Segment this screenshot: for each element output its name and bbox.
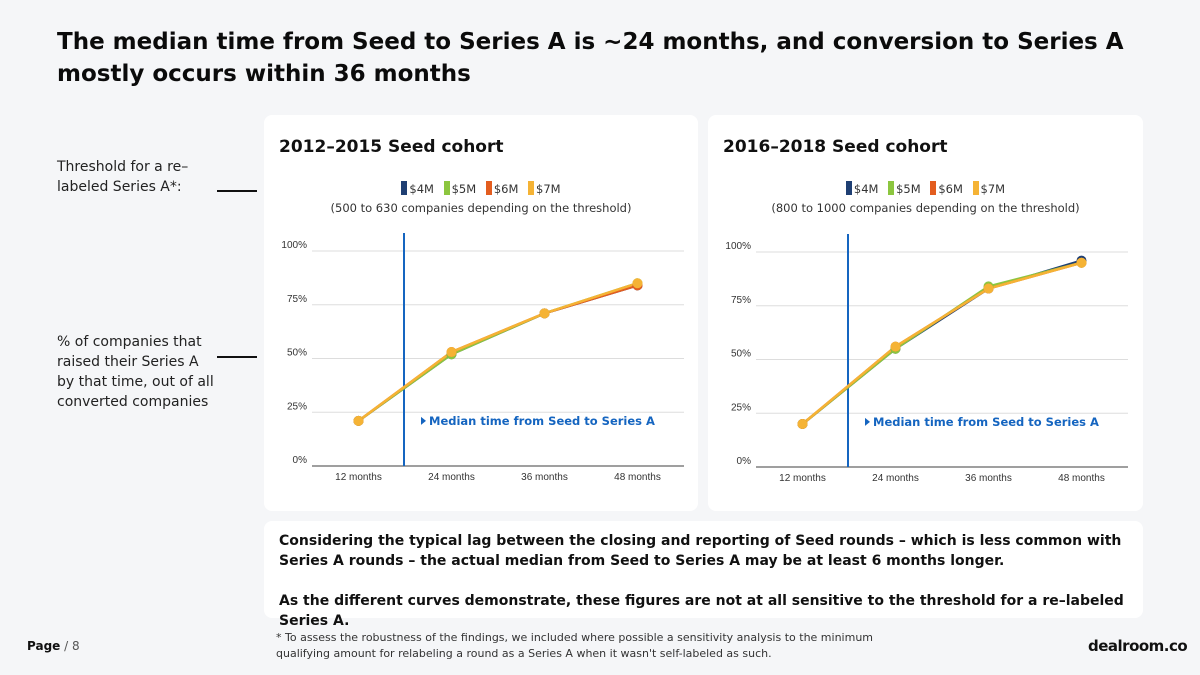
- median-label: Median time from Seed to Series A: [873, 415, 1099, 429]
- legend-label: $6M: [493, 182, 519, 196]
- commentary-paragraph-2: As the different curves demonstrate, the…: [279, 593, 1124, 629]
- legend-item-4m: $4M: [845, 181, 879, 196]
- legend-item-6m: $6M: [930, 181, 963, 196]
- series-line: [801, 261, 1082, 425]
- data-point: [539, 308, 550, 319]
- line-chart-2016: 0% 25% 50% 75% 100% 12 months 24 months 36 mont…: [725, 234, 1128, 484]
- legend-label: $4M: [409, 182, 434, 196]
- median-arrow-icon: [421, 416, 426, 425]
- data-point: [353, 415, 364, 426]
- x-tick-label: 24 months: [872, 473, 919, 484]
- data-point: [446, 347, 457, 358]
- series-line: [801, 261, 1082, 425]
- dealroom-logo: dealroom.co: [1088, 637, 1188, 655]
- y-tick-label: 0%: [293, 455, 308, 466]
- data-point: [797, 419, 808, 429]
- legend-swatch: [930, 181, 937, 195]
- series-line: [357, 284, 638, 422]
- x-tick-label: 36 months: [965, 473, 1012, 484]
- data-point: [890, 341, 901, 352]
- y-tick-label: 100%: [725, 241, 751, 252]
- x-tick-label: 48 months: [614, 472, 661, 483]
- legend-swatch: [443, 181, 450, 195]
- data-point: [983, 283, 994, 294]
- percent-label: % of companies that raised their Series …: [57, 334, 214, 410]
- x-tick-label: 12 months: [335, 472, 382, 483]
- legend-item-6m: $6M: [485, 181, 519, 196]
- chart-legend: $4M $5M $6M $7M: [264, 181, 698, 196]
- percent-connector: [217, 356, 257, 358]
- series-line: [357, 284, 638, 422]
- line-chart-2012: 0% 25% 50% 75% 100% 12 months 24 months 36 mont…: [281, 233, 684, 483]
- page-title: The median time from Seed to Series A is…: [57, 29, 1124, 87]
- page-indicator: Page / 8: [27, 639, 80, 653]
- y-tick-label: 25%: [731, 402, 751, 413]
- y-tick-label: 75%: [287, 294, 307, 305]
- legend-label: $5M: [451, 182, 477, 196]
- legend-swatch: [972, 181, 979, 195]
- legend-item-7m: $7M: [528, 181, 561, 196]
- chart-legend: $4M $5M $6M $7M: [708, 181, 1143, 196]
- legend-item-5m: $5M: [443, 181, 477, 196]
- series-line: [801, 261, 1082, 425]
- chart-title: 2012–2015 Seed cohort: [279, 137, 504, 157]
- legend-item-5m: $5M: [888, 181, 921, 196]
- chart-card-2012: 2012–2015 Seed cohort $4M $5M $6M $7M (5…: [264, 115, 698, 511]
- threshold-label: Threshold for a re–labeled Series A*:: [57, 159, 189, 195]
- commentary-box: Considering the typical lag between the …: [264, 521, 1143, 629]
- x-tick-label: 36 months: [521, 472, 568, 483]
- legend-swatch: [485, 181, 492, 195]
- commentary-paragraph-1: Considering the typical lag between the …: [279, 533, 1122, 569]
- chart-card-2016: 2016–2018 Seed cohort $4M $5M $6M $7M (8…: [708, 115, 1143, 511]
- series-line: [801, 259, 1082, 425]
- legend-swatch: [401, 181, 408, 195]
- threshold-connector: [217, 190, 257, 192]
- data-point: [1076, 257, 1087, 268]
- legend-item-7m: $7M: [972, 181, 1006, 196]
- median-arrow-icon: [865, 417, 870, 426]
- x-tick-label: 48 months: [1058, 473, 1105, 484]
- y-tick-label: 75%: [731, 295, 751, 306]
- legend-label: $7M: [980, 182, 1006, 196]
- data-point: [632, 278, 643, 289]
- page-label: Page: [27, 639, 61, 653]
- y-tick-label: 25%: [287, 401, 307, 412]
- legend-label: $4M: [853, 182, 879, 196]
- series-line: [357, 282, 638, 422]
- legend-swatch: [845, 181, 852, 195]
- chart-title: 2016–2018 Seed cohort: [723, 137, 948, 157]
- median-label: Median time from Seed to Series A: [429, 414, 655, 428]
- legend-swatch: [888, 181, 895, 195]
- y-tick-label: 50%: [731, 349, 751, 360]
- series-line: [357, 282, 638, 422]
- y-tick-label: 50%: [287, 348, 307, 359]
- y-tick-label: 100%: [281, 240, 307, 251]
- chart-subtitle: (800 to 1000 companies depending on the …: [771, 201, 1080, 215]
- legend-label: $6M: [938, 182, 963, 196]
- legend-swatch: [528, 181, 535, 195]
- chart-subtitle: (500 to 630 companies depending on the t…: [330, 201, 632, 215]
- page-number: / 8: [64, 639, 80, 653]
- x-tick-label: 24 months: [428, 472, 475, 483]
- legend-item-4m: $4M: [401, 181, 434, 196]
- footnote: * To assess the robustness of the findin…: [276, 631, 874, 660]
- y-tick-label: 0%: [737, 456, 752, 467]
- x-tick-label: 12 months: [779, 473, 826, 484]
- legend-label: $7M: [536, 182, 561, 196]
- legend-label: $5M: [896, 182, 921, 196]
